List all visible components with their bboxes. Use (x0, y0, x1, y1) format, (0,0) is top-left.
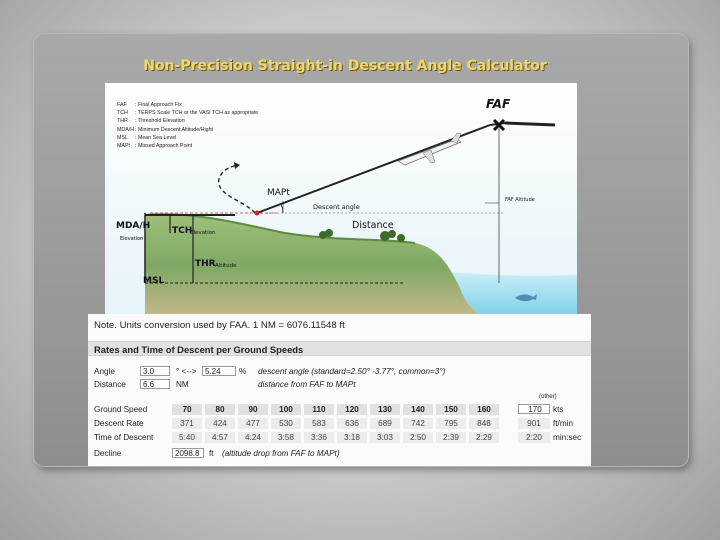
time-cell: 4:57 (205, 432, 235, 443)
descent-angle-label: Descent angle (313, 203, 360, 211)
descent-calculator: Note. Units conversion used by FAA. 1 NM… (88, 314, 591, 466)
tch-sub-label: Elevation (190, 230, 216, 236)
legend-item: MAPt: Missed Approach Point (117, 143, 193, 150)
legend-item: FAF: Final Approach Fix (117, 102, 182, 108)
angle-hint: descent angle (standard=2.50° -3.77°, co… (258, 367, 446, 376)
gs-cell: 140 (403, 404, 433, 415)
distance-hint: distance from FAF to MAPt (258, 380, 356, 389)
tch-label: TCH (172, 226, 193, 236)
gs-cell: 160 (469, 404, 499, 415)
rate-other-cell: 901 (518, 418, 550, 429)
glide-path (256, 124, 491, 214)
gs-cell: 90 (238, 404, 268, 415)
decline-value: 2098.8 (172, 448, 204, 458)
rate-cell: 848 (469, 418, 499, 429)
time-of-descent-label: Time of Descent (94, 433, 154, 442)
time-cell: 5:40 (172, 432, 202, 443)
decline-unit: ft (209, 449, 214, 458)
faf-label: FAF (486, 97, 511, 111)
rate-cell: 477 (238, 418, 268, 429)
decline-hint: (altitude drop from FAF to MAPt) (222, 449, 340, 458)
time-cell: 2:39 (436, 432, 466, 443)
time-cell: 3:58 (271, 432, 301, 443)
faf-marker (492, 118, 506, 132)
units-note: Note. Units conversion used by FAA. 1 NM… (94, 320, 345, 331)
gs-cell: 130 (370, 404, 400, 415)
gs-cell: 100 (271, 404, 301, 415)
legend-item: MSL: Mean Sea Level (117, 134, 177, 141)
time-cell: 3:03 (370, 432, 400, 443)
time-cell: 2:29 (469, 432, 499, 443)
percent-input[interactable]: 5.24 (202, 366, 236, 376)
terrain (145, 214, 485, 318)
decline-label: Decline (94, 449, 122, 458)
faf-altitude-label: FAF Altitude (505, 197, 535, 203)
approach-illustration (105, 83, 577, 318)
slide-title: Non-Precision Straight-in Descent Angle … (143, 58, 547, 74)
gs-cell: 70 (172, 404, 202, 415)
mda-label: MDA/H (116, 221, 151, 231)
rate-cell: 636 (337, 418, 367, 429)
gs-cell: 80 (205, 404, 235, 415)
time-cell: 2:50 (403, 432, 433, 443)
time-cell: 3:36 (304, 432, 334, 443)
thr-sub-label: Altitude (215, 263, 237, 269)
gs-cell: 120 (337, 404, 367, 415)
rate-cell: 530 (271, 418, 301, 429)
fish-icon (515, 294, 537, 302)
rate-cell: 371 (172, 418, 202, 429)
gs-cell: 150 (436, 404, 466, 415)
time-cell: 4:24 (238, 432, 268, 443)
percent-sign: % (239, 367, 247, 376)
other-label: (other) (539, 394, 557, 400)
airplane-icon (397, 132, 462, 166)
trees (319, 229, 405, 242)
legend-item: THR: Threshold Elevation (117, 118, 185, 125)
distance-unit: NM (176, 380, 189, 389)
distance-row-label: Distance (94, 380, 126, 389)
gs-unit: kts (553, 405, 564, 414)
diagram-legend: FAF: Final Approach Fix TCH: TERPS Scale… (117, 101, 258, 150)
angle-input[interactable]: 3.0 (140, 366, 170, 376)
legend-item: MDA/H: Minimum Descent Altitude/Hight (117, 126, 214, 133)
time-other-cell: 2:20 (518, 432, 550, 443)
thr-label: THR (195, 259, 216, 269)
rate-unit: ft/min (553, 419, 574, 428)
msl-label: MSL (143, 276, 165, 286)
approach-diagram (105, 83, 577, 318)
angle-label: Angle (94, 367, 115, 376)
mapt-label: MAPt (267, 188, 290, 198)
time-unit: min:sec (553, 433, 582, 442)
rate-cell: 583 (304, 418, 334, 429)
other-speed-input[interactable]: 170 (518, 404, 550, 414)
rate-cell: 742 (403, 418, 433, 429)
rates-header: Rates and Time of Descent per Ground Spe… (88, 341, 591, 356)
mda-sub-label: Elevation (120, 236, 144, 242)
mapt-point (254, 210, 260, 216)
legend-item: TCH: TERPS Scale TCH or the VASI TCH as … (117, 110, 259, 117)
gs-cell: 110 (304, 404, 334, 415)
rate-cell: 795 (436, 418, 466, 429)
angle-arrow: ° <--> (176, 367, 197, 376)
time-cell: 3:18 (337, 432, 367, 443)
rate-cell: 424 (205, 418, 235, 429)
distance-input[interactable]: 6.6 (140, 379, 170, 389)
rate-cell: 689 (370, 418, 400, 429)
ground-speed-label: Ground Speed (94, 405, 148, 414)
distance-label: Distance (352, 220, 394, 231)
descent-rate-label: Descent Rate (94, 419, 144, 428)
